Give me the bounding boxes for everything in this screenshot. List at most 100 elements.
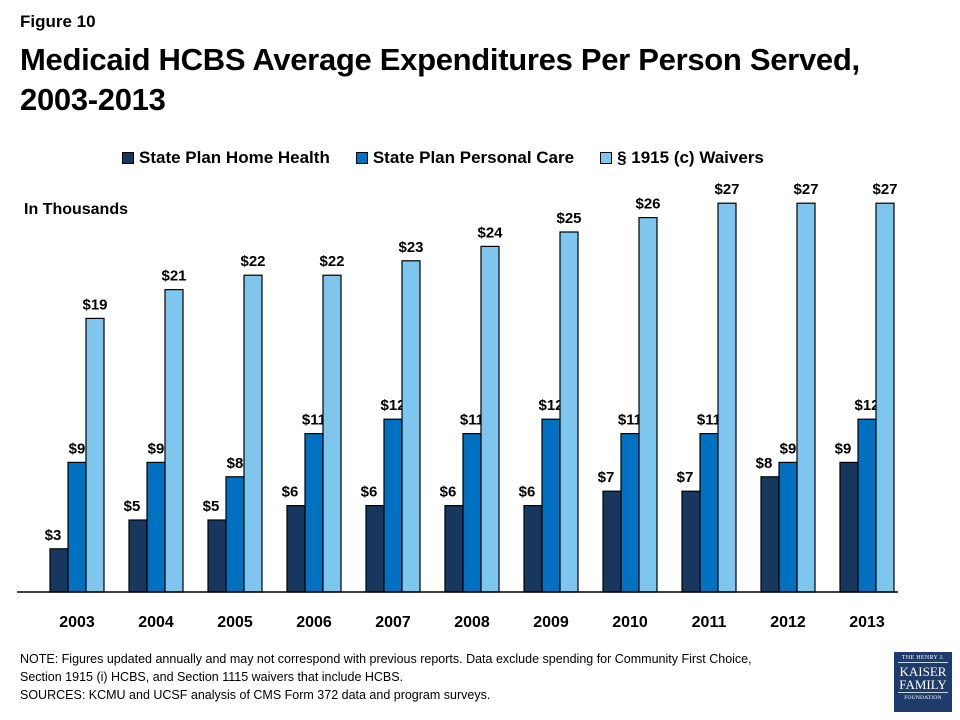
bar-2005-series-0 <box>207 519 227 593</box>
footnote: NOTE: Figures updated annually and may n… <box>20 650 890 704</box>
bar-2011-series-0 <box>681 490 701 593</box>
bar-2007-series-1 <box>383 418 403 593</box>
bar-2009-series-1 <box>541 418 561 593</box>
x-tick-label-2011: 2011 <box>692 614 727 631</box>
logo-line-2: KAISER <box>899 664 947 679</box>
data-label-2003-series-1: $9 <box>69 440 86 457</box>
bar-2013-series-2 <box>875 202 895 593</box>
data-label-2007-series-0: $6 <box>361 484 378 501</box>
bar-2013-series-0 <box>839 461 859 593</box>
legend-item-home-health: State Plan Home Health <box>122 148 330 168</box>
data-label-2005-series-0: $5 <box>203 498 220 515</box>
legend-swatch-waivers <box>600 152 613 164</box>
bar-2011-series-2 <box>717 202 737 593</box>
x-tick-label-2009: 2009 <box>533 614 569 631</box>
bar-2010-series-1 <box>620 433 640 593</box>
bar-2012-series-1 <box>778 461 798 593</box>
bar-2009-series-2 <box>559 231 579 593</box>
bar-2004-series-0 <box>128 519 148 593</box>
legend-label-personal-care: State Plan Personal Care <box>372 148 575 167</box>
data-label-2011-series-2: $27 <box>714 181 739 198</box>
legend-label-home-health: State Plan Home Health <box>139 148 330 167</box>
bar-2005-series-1 <box>225 476 245 593</box>
x-tick-label-2008: 2008 <box>454 614 490 631</box>
legend-item-waivers: § 1915 (c) Waivers <box>600 148 764 168</box>
data-label-2010-series-0: $7 <box>598 469 615 486</box>
kff-logo: THE HENRY J. KAISER FAMILY FOUNDATION <box>894 652 952 712</box>
data-label-2007-series-2: $23 <box>398 239 423 256</box>
data-label-2003-series-2: $19 <box>82 296 107 313</box>
legend-swatch-personal-care <box>355 152 368 164</box>
data-label-2009-series-2: $25 <box>556 210 581 227</box>
bar-2005-series-2 <box>243 274 263 593</box>
data-label-2011-series-1: $11 <box>697 412 721 429</box>
data-label-2009-series-0: $6 <box>519 484 536 501</box>
legend-label-waivers: § 1915 (c) Waivers <box>617 148 764 167</box>
data-label-2006-series-1: $11 <box>302 412 326 429</box>
data-label-2006-series-2: $22 <box>319 253 344 270</box>
chart-title: Medicaid HCBS Average Expenditures Per P… <box>20 42 860 117</box>
data-label-2010-series-1: $11 <box>618 412 642 429</box>
logo-line-3: FAMILY <box>898 677 948 693</box>
bar-2011-series-1 <box>699 433 719 593</box>
data-label-2010-series-2: $26 <box>635 196 660 213</box>
bar-2008-series-1 <box>462 433 482 593</box>
bar-2003-series-0 <box>49 548 69 593</box>
bar-2007-series-0 <box>365 505 385 593</box>
bar-2004-series-2 <box>164 289 184 593</box>
x-tick-label-2013: 2013 <box>849 614 885 631</box>
bar-2004-series-1 <box>146 461 166 593</box>
bar-2007-series-2 <box>401 260 421 593</box>
note-line-1: NOTE: Figures updated annually and may n… <box>20 652 752 666</box>
data-label-2003-series-0: $3 <box>45 527 62 544</box>
data-label-2008-series-2: $24 <box>477 224 503 241</box>
bar-2006-series-0 <box>286 505 306 593</box>
bar-2010-series-0 <box>602 490 622 593</box>
x-tick-label-2010: 2010 <box>612 614 648 631</box>
bar-2008-series-2 <box>480 245 500 593</box>
data-label-2008-series-0: $6 <box>440 484 457 501</box>
legend: State Plan Home Health State Plan Person… <box>122 148 764 168</box>
data-label-2012-series-0: $8 <box>756 455 773 472</box>
x-tick-label-2012: 2012 <box>770 614 806 631</box>
x-tick-label-2004: 2004 <box>138 614 174 631</box>
data-label-2004-series-2: $21 <box>161 268 186 285</box>
data-label-2013-series-0: $9 <box>835 440 852 457</box>
logo-line-1: THE HENRY J. <box>898 655 948 663</box>
unit-label: In Thousands <box>24 201 128 218</box>
data-label-2004-series-0: $5 <box>124 498 141 515</box>
figure-label: Figure 10 <box>20 12 96 31</box>
x-tick-label-2006: 2006 <box>296 614 332 631</box>
legend-item-personal-care: State Plan Personal Care <box>355 148 575 168</box>
data-label-2013-series-1: $12 <box>854 397 879 414</box>
bar-chart: $3 $9 $19 2003 $5 $9 $21 2004 $5 $8 $22 2005 $6 $11 $2… <box>17 181 898 631</box>
x-tick-label-2003: 2003 <box>59 614 95 631</box>
bar-2012-series-0 <box>760 476 780 593</box>
bar-2010-series-2 <box>638 217 658 593</box>
data-label-2008-series-1: $11 <box>460 412 484 429</box>
bar-2006-series-2 <box>322 274 342 593</box>
logo-line-4: FOUNDATION <box>904 695 942 701</box>
data-label-2004-series-1: $9 <box>148 440 165 457</box>
sources-line: SOURCES: KCMU and UCSF analysis of CMS F… <box>20 688 491 702</box>
note-line-2: Section 1915 (i) HCBS, and Section 1115 … <box>20 670 404 684</box>
data-label-2011-series-0: $7 <box>677 469 694 486</box>
bar-2003-series-1 <box>67 461 87 593</box>
data-label-2005-series-2: $22 <box>240 253 265 270</box>
bar-2013-series-1 <box>857 418 877 593</box>
data-label-2009-series-1: $12 <box>538 397 563 414</box>
legend-swatch-home-health <box>122 152 134 164</box>
data-label-2012-series-2: $27 <box>793 181 818 198</box>
bar-2009-series-0 <box>523 505 543 593</box>
data-label-2005-series-1: $8 <box>227 455 244 472</box>
data-label-2006-series-0: $6 <box>282 484 299 501</box>
bar-2012-series-2 <box>796 202 816 593</box>
bar-2003-series-2 <box>85 317 105 593</box>
data-label-2013-series-2: $27 <box>872 181 897 198</box>
data-label-2012-series-1: $9 <box>780 440 797 457</box>
bar-2006-series-1 <box>304 433 324 593</box>
x-tick-label-2005: 2005 <box>217 614 253 631</box>
data-label-2007-series-1: $12 <box>380 397 405 414</box>
bar-2008-series-0 <box>444 505 464 593</box>
x-tick-label-2007: 2007 <box>375 614 411 631</box>
